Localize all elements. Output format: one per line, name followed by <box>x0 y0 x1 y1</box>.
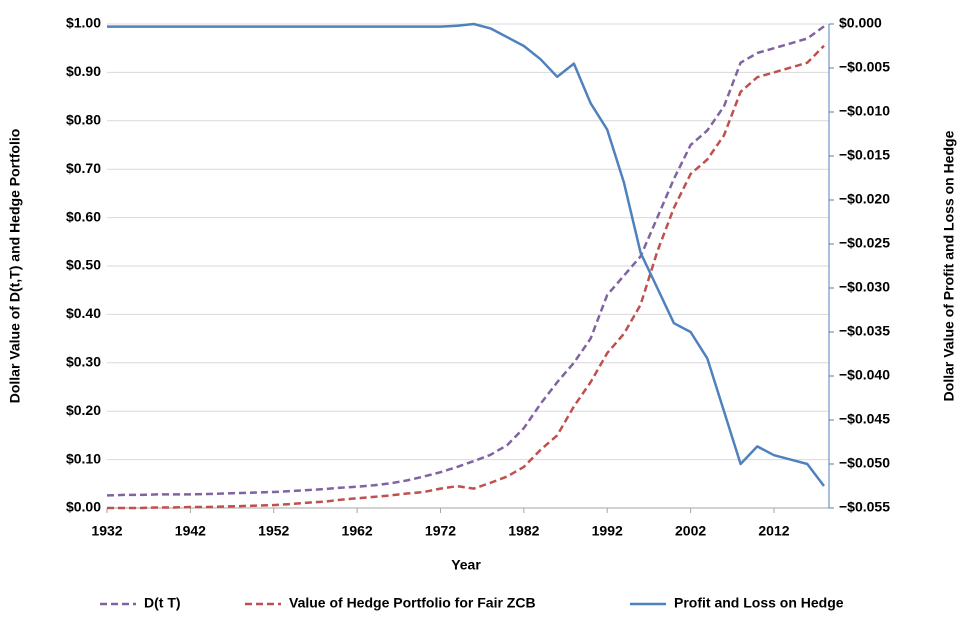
y-tick-label: $0.50 <box>66 257 101 273</box>
y2-tick-label: −$0.005 <box>839 59 890 75</box>
legend-label: D(t T) <box>144 595 181 611</box>
legend-label: Profit and Loss on Hedge <box>674 595 844 611</box>
y2-tick-label: −$0.040 <box>839 367 890 383</box>
y-tick-label: $0.60 <box>66 208 101 224</box>
x-tick-label: 1932 <box>91 523 122 539</box>
y2-tick-label: $0.000 <box>839 15 882 31</box>
y-tick-label: $0.90 <box>66 63 101 79</box>
y-tick-label: $0.80 <box>66 112 101 128</box>
x-tick-label: 2002 <box>675 523 706 539</box>
y-tick-label: $0.40 <box>66 305 101 321</box>
y-tick-label: $1.00 <box>66 15 101 31</box>
x-tick-label: 1992 <box>592 523 623 539</box>
x-tick-label: 1962 <box>342 523 373 539</box>
y2-tick-label: −$0.045 <box>839 411 890 427</box>
x-tick-label: 1972 <box>425 523 456 539</box>
y-tick-label: $0.70 <box>66 160 101 176</box>
series-line <box>107 44 825 510</box>
y2-tick-label: −$0.010 <box>839 103 890 119</box>
y-axis-title: Dollar Value of D(t,T) and Hedge Portfol… <box>7 129 23 404</box>
y2-tick-label: −$0.030 <box>839 279 890 295</box>
y2-tick-label: −$0.055 <box>839 499 890 515</box>
y-tick-label: $0.00 <box>66 499 101 515</box>
x-tick-label: 2012 <box>758 523 789 539</box>
y-tick-label: $0.20 <box>66 402 101 418</box>
x-tick-label: 1942 <box>175 523 206 539</box>
x-tick-label: 1982 <box>508 523 539 539</box>
x-axis-title: Year <box>451 557 481 573</box>
y-tick-label: $0.10 <box>66 450 101 466</box>
series-line <box>107 22 825 487</box>
y2-tick-label: −$0.050 <box>839 455 890 471</box>
y2-tick-label: −$0.015 <box>839 147 890 163</box>
series-line <box>106 25 825 497</box>
y2-tick-label: −$0.025 <box>839 235 890 251</box>
y2-tick-label: −$0.035 <box>839 323 890 339</box>
y2-axis-title: Dollar Value of Profit and Loss on Hedge <box>941 130 957 401</box>
y2-tick-label: −$0.020 <box>839 191 890 207</box>
y-tick-label: $0.30 <box>66 354 101 370</box>
legend-label: Value of Hedge Portfolio for Fair ZCB <box>289 595 536 611</box>
x-tick-label: 1952 <box>258 523 289 539</box>
